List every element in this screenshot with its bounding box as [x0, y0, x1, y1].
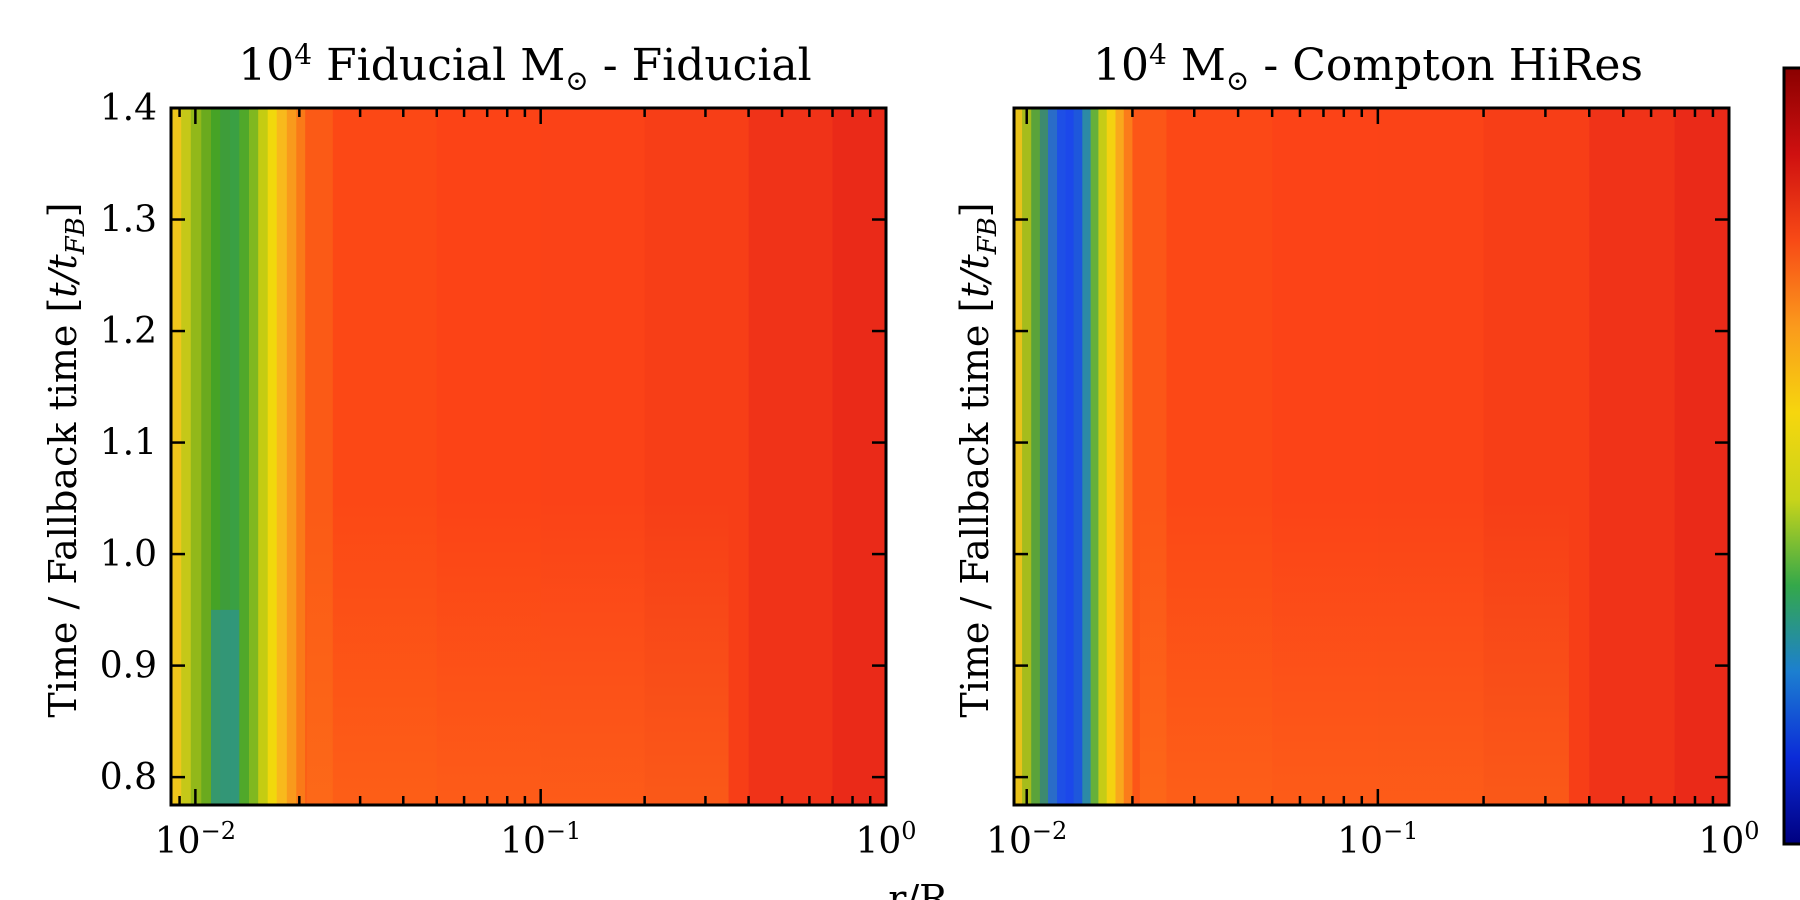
x-tick-label: 10−1: [500, 817, 581, 862]
heatmap-cell: [276, 108, 288, 805]
heatmap-cell: [230, 108, 240, 805]
heatmap-cell: [249, 108, 259, 805]
heatmap-cell: [1065, 108, 1075, 805]
heatmap-cells: [1014, 108, 1730, 805]
heatmap-cell: [1014, 108, 1023, 805]
heatmap-bottom-glow: [306, 498, 729, 805]
heatmap-cell: [296, 108, 306, 805]
heatmap-cell: [1098, 108, 1108, 805]
y-axis-label: Time / Fallback time [t/tFB]: [41, 202, 91, 717]
heatmap-cell: [1022, 108, 1032, 805]
y-tick-label: 0.9: [100, 646, 157, 687]
heatmap-cell: [748, 108, 834, 805]
heatmap-glow: [1139, 498, 1569, 805]
heatmap-cell: [220, 108, 231, 805]
heatmap-accent-patch: [211, 609, 240, 805]
plot-frame: [169, 106, 888, 807]
heatmap-cell: [1589, 108, 1676, 805]
x-tick-label: 100: [855, 817, 916, 862]
heatmap-cell: [1123, 108, 1134, 805]
heatmap-glow: [306, 498, 729, 805]
heatmap-cell: [1057, 108, 1067, 805]
x-tick-label: 10−1: [1337, 817, 1418, 862]
heatmap-cell: [1039, 108, 1049, 805]
y-tick-label: 1.3: [100, 200, 157, 241]
x-tick-label: 100: [1698, 817, 1759, 862]
y-axis-ticks: 0.8 0.9 1.0 1.1 1.2 1.3 1.4: [100, 88, 886, 798]
y-tick-label: 1.0: [100, 534, 157, 575]
heatmap-cell: [286, 108, 297, 805]
panel-title-fiducial: 104 Fiducial M⊙ - Fiducial: [238, 38, 811, 97]
heatmap-cell: [171, 108, 182, 805]
heatmap-panel-fiducial: 104 Fiducial M⊙ - Fiducial 0.80.91.01.11…: [41, 38, 917, 862]
heatmap-cell: [1106, 108, 1117, 805]
colorbar: [1782, 66, 1800, 846]
heatmap-panel-compton-hires: 104 M⊙ - Compton HiRes 10−2 10−1 100 Time …: [953, 38, 1760, 862]
heatmap-cell: [258, 108, 269, 805]
heatmap-cell: [1073, 108, 1083, 805]
heatmap-cell: [239, 108, 250, 805]
heatmap-cell: [1082, 108, 1092, 805]
y-tick-label: 0.8: [100, 757, 157, 798]
heatmap-cell: [190, 108, 202, 805]
x-axis-label: r/R: [888, 877, 949, 900]
heatmap-cell: [1115, 108, 1125, 805]
heatmap-cell: [832, 108, 887, 805]
x-axis-ticks: 10−2 10−1 100: [155, 108, 917, 862]
heatmap-cell: [267, 108, 278, 805]
heatmap-cell: [1090, 108, 1099, 805]
heatmap-bottom-glow: [1139, 498, 1569, 805]
heatmap-cell: [1048, 108, 1058, 805]
heatmap-cell: [181, 108, 192, 805]
plot-frame: [1012, 106, 1731, 807]
y-axis-label: Time / Fallback time [t/tFB]: [953, 202, 1003, 717]
panel-title-compton-hires: 104 M⊙ - Compton HiRes: [1093, 38, 1643, 97]
x-axis-ticks: 10−2 10−1 100: [986, 108, 1760, 862]
heatmap-cell: [211, 108, 221, 805]
y-tick-label: 1.2: [100, 311, 157, 352]
heatmap-cell: [1674, 108, 1730, 805]
colorbar-gradient: [1784, 68, 1800, 844]
x-tick-label: 10−2: [986, 817, 1067, 862]
y-tick-label: 1.4: [100, 88, 157, 129]
y-tick-label: 1.1: [100, 423, 157, 464]
colorbar-frame: [1782, 66, 1800, 846]
heatmap-cell: [1031, 108, 1041, 805]
x-tick-label: 10−2: [155, 817, 236, 862]
heatmap-accent: [211, 609, 240, 805]
heatmap-cell: [201, 108, 212, 805]
